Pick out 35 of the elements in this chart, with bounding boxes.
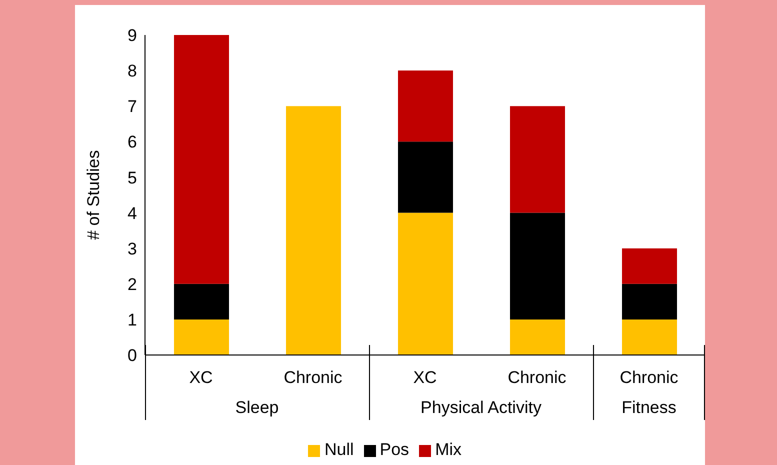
y-tick-label: 8 [128,62,137,81]
bar [174,284,229,320]
x-tick-label: Chronic [508,368,567,388]
bar [510,106,565,213]
bar [622,248,677,284]
bar [398,142,453,213]
bar [398,212,453,355]
y-tick-label: 2 [128,274,137,294]
x-tick-label: Chronic [284,368,343,388]
text: Physical Activity [420,398,542,418]
text: Sleep [234,398,280,418]
y-tick-label: 4 [128,204,137,223]
text: Fitness [620,398,678,418]
legend-label: Null [324,440,354,459]
bar [174,35,229,284]
y-tick-label: 7 [128,97,137,116]
y-axis-title: # of Studies [84,150,104,240]
y-tick-label: 1 [128,310,137,330]
x-tick-label: XC [189,368,213,388]
bar [398,70,453,142]
legend-label: Mix [435,440,462,459]
bar [510,319,565,355]
bar [622,284,677,320]
bar [622,319,677,355]
legend-label: Pos [380,440,410,459]
x-tick-label: XC [413,368,437,388]
y-tick-label: 5 [128,168,137,188]
y-tick-label: 9 [128,26,137,46]
bar [174,319,229,355]
bar [510,212,565,320]
x-tick-label: Chronic [620,368,679,388]
y-tick-label: 6 [128,132,137,152]
bar [286,106,341,355]
y-tick-label: 3 [128,239,137,258]
y-tick-label: 0 [128,346,137,366]
